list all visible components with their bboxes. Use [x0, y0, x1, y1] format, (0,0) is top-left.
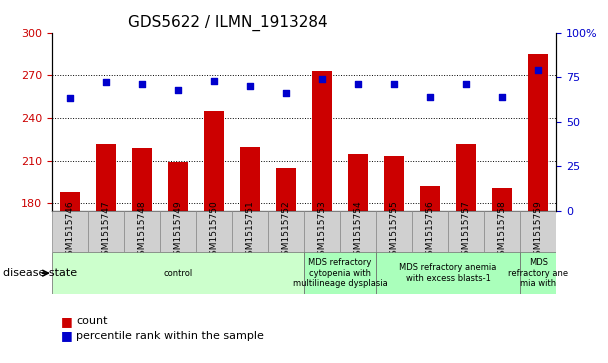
Bar: [340, 211, 376, 252]
Bar: [268, 211, 304, 252]
Text: GSM1515753: GSM1515753: [317, 200, 326, 261]
Point: [461, 81, 471, 87]
Bar: [204, 111, 224, 211]
Bar: [88, 211, 124, 252]
Text: GSM1515747: GSM1515747: [102, 200, 110, 261]
Text: MDS refractory anemia
with excess blasts-1: MDS refractory anemia with excess blasts…: [399, 264, 497, 283]
Text: percentile rank within the sample: percentile rank within the sample: [76, 331, 264, 341]
Text: GSM1515758: GSM1515758: [498, 200, 506, 261]
Text: MDS refractory
cytopenia with
multilineage dysplasia: MDS refractory cytopenia with multilinea…: [292, 258, 387, 288]
Bar: [168, 162, 188, 211]
Bar: [348, 154, 368, 211]
Point: [533, 67, 543, 73]
Bar: [492, 188, 512, 211]
Bar: [132, 148, 152, 211]
Bar: [232, 211, 268, 252]
Bar: [196, 211, 232, 252]
Bar: [420, 186, 440, 211]
Bar: [384, 156, 404, 211]
Text: GSM1515748: GSM1515748: [137, 200, 147, 261]
Title: GDS5622 / ILMN_1913284: GDS5622 / ILMN_1913284: [128, 15, 328, 31]
Text: GSM1515746: GSM1515746: [65, 200, 74, 261]
Text: disease state: disease state: [3, 268, 77, 278]
Bar: [484, 211, 520, 252]
Text: GSM1515754: GSM1515754: [354, 200, 362, 261]
Bar: [456, 144, 476, 211]
Point: [101, 79, 111, 85]
Point: [209, 78, 219, 83]
Bar: [240, 147, 260, 211]
Bar: [448, 211, 484, 252]
Bar: [520, 252, 556, 294]
Bar: [124, 211, 160, 252]
Text: control: control: [163, 269, 193, 278]
Bar: [96, 144, 116, 211]
Bar: [520, 211, 556, 252]
Text: ■: ■: [61, 329, 72, 342]
Point: [65, 95, 75, 101]
Point: [317, 76, 327, 82]
Text: count: count: [76, 316, 108, 326]
Text: GSM1515752: GSM1515752: [282, 200, 291, 261]
Point: [137, 81, 147, 87]
Text: GSM1515757: GSM1515757: [461, 200, 471, 261]
Text: GSM1515756: GSM1515756: [426, 200, 435, 261]
Bar: [276, 168, 296, 211]
Text: GSM1515750: GSM1515750: [209, 200, 218, 261]
Point: [353, 81, 363, 87]
Text: GSM1515759: GSM1515759: [534, 200, 543, 261]
Bar: [376, 252, 520, 294]
Bar: [528, 54, 548, 211]
Text: ■: ■: [61, 315, 72, 328]
Text: MDS
refractory ane
mia with: MDS refractory ane mia with: [508, 258, 568, 288]
Bar: [304, 252, 376, 294]
Point: [426, 94, 435, 99]
Bar: [304, 211, 340, 252]
Text: GSM1515755: GSM1515755: [390, 200, 399, 261]
Bar: [52, 211, 88, 252]
Text: GSM1515749: GSM1515749: [173, 200, 182, 261]
Bar: [376, 211, 412, 252]
Point: [173, 87, 183, 93]
Text: GSM1515751: GSM1515751: [246, 200, 254, 261]
Point: [497, 94, 507, 99]
Point: [281, 90, 291, 96]
Bar: [412, 211, 448, 252]
Point: [245, 83, 255, 89]
Bar: [52, 252, 304, 294]
Bar: [160, 211, 196, 252]
Bar: [312, 71, 332, 211]
Bar: [60, 192, 80, 211]
Point: [389, 81, 399, 87]
